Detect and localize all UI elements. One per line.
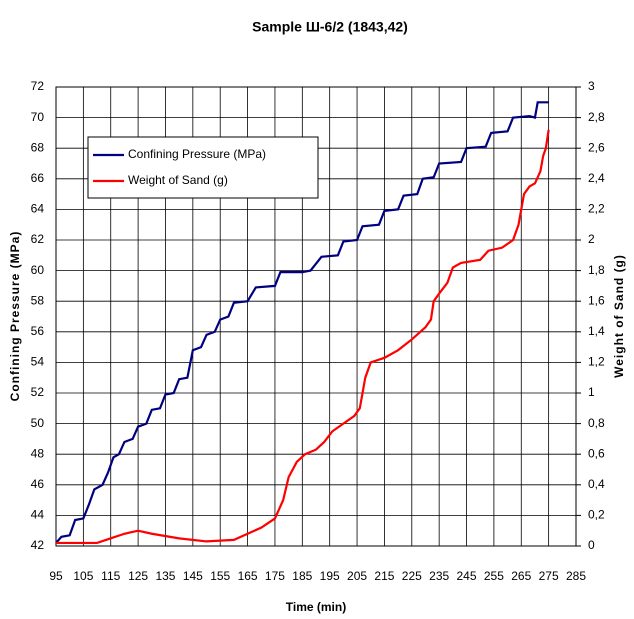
x-tick-label: 105 bbox=[73, 569, 93, 583]
y-tick-label: 46 bbox=[31, 477, 45, 491]
plot-border bbox=[55, 86, 577, 547]
y2-tick-label: 2,6 bbox=[588, 140, 605, 154]
y2-tick-label: 0,8 bbox=[588, 416, 605, 430]
y-tick-label: 72 bbox=[31, 79, 45, 93]
x-tick-label: 185 bbox=[292, 569, 312, 583]
x-tick-label: 165 bbox=[238, 569, 258, 583]
y-axis-label: Confining Pressure (MPa) bbox=[8, 231, 22, 402]
y2-tick-label: 1,6 bbox=[588, 293, 605, 307]
legend-box bbox=[87, 136, 319, 199]
y2-tick-label: 3 bbox=[588, 79, 595, 93]
y2-tick-label: 1,2 bbox=[588, 355, 605, 369]
y2-tick-label: 1,4 bbox=[588, 324, 605, 338]
y2-axis-label: Weight of Sand (g) bbox=[612, 254, 626, 378]
y2-tick-label: 0,6 bbox=[588, 446, 605, 460]
y-tick-label: 52 bbox=[31, 385, 45, 399]
x-tick-label: 265 bbox=[511, 569, 531, 583]
y-tick-label: 62 bbox=[31, 232, 45, 246]
y-tick-label: 58 bbox=[31, 293, 45, 307]
y2-tick-label: 2,8 bbox=[588, 110, 605, 124]
x-axis-label: Time (min) bbox=[286, 600, 346, 614]
y2-tick-label: 2 bbox=[588, 232, 595, 246]
x-tick-label: 135 bbox=[155, 569, 175, 583]
legend-label: Weight of Sand (g) bbox=[128, 173, 228, 187]
x-tick-label: 125 bbox=[128, 569, 148, 583]
x-tick-label: 275 bbox=[539, 569, 559, 583]
y2-tick-label: 2,4 bbox=[588, 171, 605, 185]
data-line bbox=[56, 129, 550, 545]
x-tick-label: 225 bbox=[402, 569, 422, 583]
y2-tick-label: 1,8 bbox=[588, 263, 605, 277]
y-tick-label: 70 bbox=[31, 110, 45, 124]
x-tick-label: 155 bbox=[210, 569, 230, 583]
chart-title: Sample Ш-6/2 (1843,42) bbox=[252, 19, 408, 35]
y2-tick-label: 2,2 bbox=[588, 202, 605, 216]
x-tick-label: 95 bbox=[49, 569, 63, 583]
x-tick-label: 195 bbox=[320, 569, 340, 583]
y2-tick-label: 0,2 bbox=[588, 508, 605, 522]
y-tick-label: 56 bbox=[31, 324, 45, 338]
x-tick-label: 285 bbox=[566, 569, 586, 583]
y-tick-label: 50 bbox=[31, 416, 45, 430]
y-tick-label: 66 bbox=[31, 171, 45, 185]
x-tick-label: 175 bbox=[265, 569, 285, 583]
y-tick-label: 42 bbox=[31, 538, 45, 552]
x-tick-label: 145 bbox=[183, 569, 203, 583]
x-tick-label: 215 bbox=[374, 569, 394, 583]
y-tick-label: 44 bbox=[31, 508, 45, 522]
y2-tick-label: 0,4 bbox=[588, 477, 605, 491]
y-tick-label: 54 bbox=[31, 355, 45, 369]
x-tick-label: 115 bbox=[101, 569, 120, 583]
y-tick-label: 48 bbox=[31, 446, 45, 460]
x-tick-label: 245 bbox=[457, 569, 477, 583]
y-tick-label: 64 bbox=[31, 202, 45, 216]
y2-tick-label: 1 bbox=[588, 385, 595, 399]
x-tick-label: 205 bbox=[347, 569, 367, 583]
x-tick-label: 235 bbox=[429, 569, 449, 583]
data-line bbox=[55, 101, 549, 544]
x-tick-label: 255 bbox=[484, 569, 504, 583]
y2-tick-label: 0 bbox=[588, 538, 595, 552]
y-tick-label: 68 bbox=[31, 140, 45, 154]
legend-label: Confining Pressure (MPa) bbox=[128, 147, 266, 161]
y-tick-label: 60 bbox=[31, 263, 45, 277]
